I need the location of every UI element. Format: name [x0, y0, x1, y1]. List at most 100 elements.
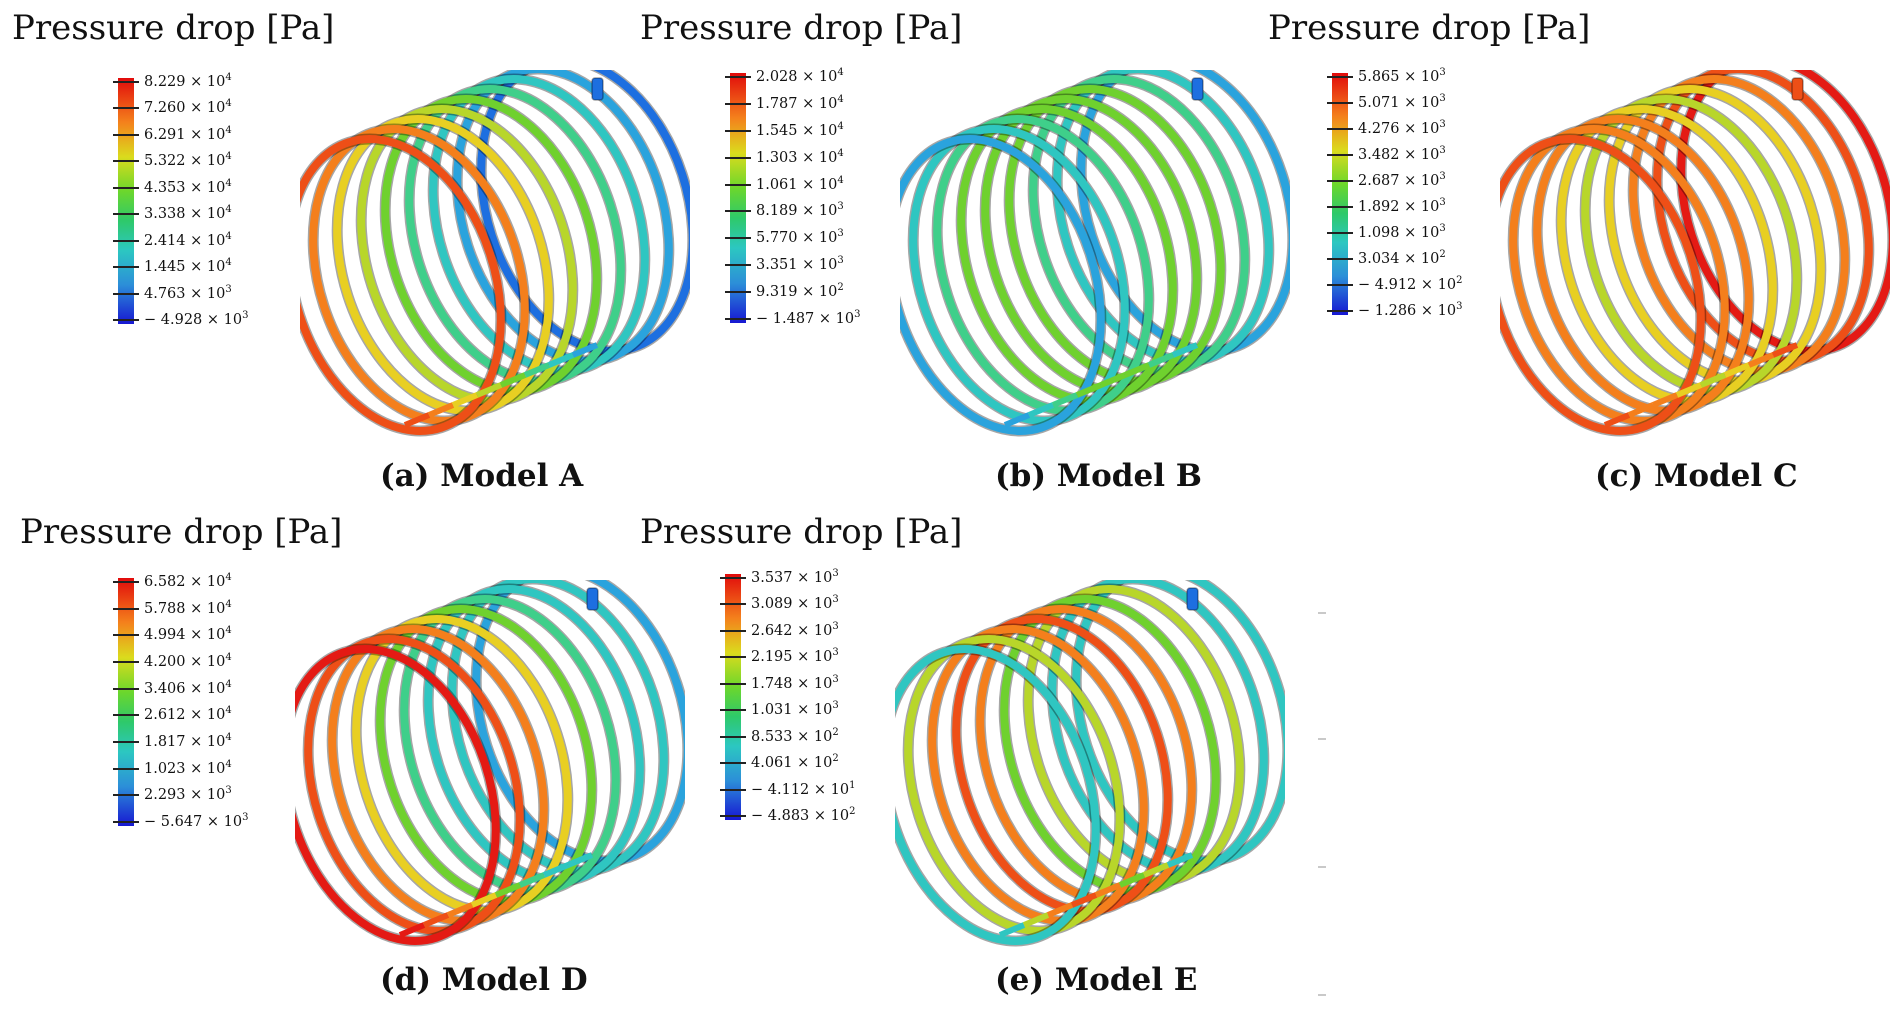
legend-mantissa: 3.482 — [1358, 146, 1400, 163]
legend-tick — [725, 129, 751, 132]
legend-times-ten: × 10 — [202, 813, 243, 830]
coil-connector — [494, 882, 522, 898]
legend-tick — [113, 81, 139, 83]
legend-mantissa: 5.322 — [144, 153, 186, 170]
legend-tick — [113, 687, 139, 690]
legend-exponent: 3 — [854, 309, 861, 320]
coil-connector — [1603, 412, 1631, 428]
legend-times-ten: × 10 — [1399, 146, 1440, 163]
legend-mantissa: 8.533 — [751, 728, 793, 745]
legend-mantissa: − 5.647 — [144, 813, 203, 830]
legend-mantissa: 9.319 — [756, 283, 798, 300]
legend-label: 8.533 × 102 — [751, 727, 839, 745]
legend-exponent: 4 — [837, 93, 844, 105]
caption: (a) Model A — [380, 458, 584, 494]
legend-exponent: 2 — [849, 806, 856, 817]
legend-mantissa: − 1.286 — [1358, 302, 1417, 319]
inlet-pipe — [586, 587, 599, 611]
legend-label: 8.189 × 103 — [756, 201, 844, 219]
legend-mantissa: 3.406 — [144, 680, 186, 697]
legend-tick — [1327, 154, 1353, 156]
legend-exponent: 2 — [837, 282, 844, 294]
coil-connector — [1771, 342, 1799, 358]
coil-connector — [1027, 402, 1055, 418]
legend-tick — [113, 107, 139, 110]
legend-tick — [725, 318, 751, 320]
legend-exponent: 3 — [832, 620, 839, 632]
legend-exponent: 4 — [837, 174, 844, 186]
legend-label: 2.414 × 104 — [144, 231, 232, 249]
legend-times-ten: × 10 — [809, 781, 850, 798]
legend-label: − 4.112 × 101 — [751, 780, 855, 798]
legend-tick — [1327, 76, 1353, 78]
legend-tick — [113, 133, 139, 136]
legend-exponent: 4 — [225, 625, 232, 637]
legend-label: 1.445 × 104 — [144, 257, 232, 275]
legend-tick — [1327, 258, 1353, 260]
legend-times-ten: × 10 — [792, 754, 833, 771]
legend-mantissa: 1.545 — [756, 122, 798, 139]
legend-tick — [113, 160, 139, 163]
legend-times-ten: × 10 — [797, 68, 838, 85]
legend-tick — [113, 581, 139, 583]
legend-times-ten: × 10 — [1399, 250, 1440, 267]
legend-times-ten: × 10 — [792, 569, 833, 586]
legend-mantissa: 3.034 — [1358, 250, 1400, 267]
coil-connector — [1171, 342, 1199, 358]
legend-tick — [725, 102, 751, 105]
legend-times-ten: × 10 — [185, 733, 226, 750]
coil-connector — [446, 902, 474, 918]
legend-exponent: 4 — [225, 732, 232, 743]
legend-times-ten: × 10 — [797, 283, 838, 300]
legend-tick — [113, 319, 139, 321]
legend-exponent: 3 — [1439, 145, 1446, 156]
legend-label: 1.061 × 104 — [756, 175, 844, 193]
legend-label: 1.892 × 103 — [1358, 197, 1446, 215]
legend-exponent: 4 — [837, 67, 844, 78]
coil-connector — [523, 362, 551, 378]
legend-tick — [725, 291, 751, 294]
panel-title: Pressure drop [Pa] — [1268, 8, 1591, 48]
coil-model-d — [295, 580, 685, 947]
legend-tick — [113, 767, 139, 770]
legend-exponent: 3 — [837, 201, 844, 213]
legend-times-ten: × 10 — [797, 257, 838, 274]
legend-exponent: 4 — [225, 72, 232, 83]
coil-connector — [427, 402, 455, 418]
colorbar — [118, 578, 134, 826]
legend-label: 3.034 × 102 — [1358, 249, 1446, 267]
legend-label: 3.338 × 104 — [144, 204, 232, 222]
legend-mantissa: 2.642 — [751, 622, 793, 639]
coil-connector — [547, 352, 575, 368]
legend-label: 2.612 × 104 — [144, 705, 232, 723]
legend-exponent: 4 — [225, 758, 232, 770]
legend-times-ten: × 10 — [792, 702, 833, 719]
legend-times-ten: × 10 — [185, 73, 226, 90]
legend-tick — [720, 629, 746, 632]
legend-times-ten: × 10 — [797, 176, 838, 193]
legend-mantissa: 2.414 — [144, 232, 186, 249]
coil-connector — [1747, 352, 1775, 368]
legend-mantissa: − 4.112 — [751, 781, 810, 798]
legend-label: 3.089 × 103 — [751, 594, 839, 612]
legend-times-ten: × 10 — [1399, 120, 1440, 137]
legend-mantissa: − 4.928 — [144, 311, 203, 328]
legend-exponent: 2 — [832, 753, 839, 765]
coil-connector — [998, 922, 1026, 938]
legend-mantissa: 2.687 — [1358, 172, 1400, 189]
legend-label: 5.865 × 103 — [1358, 67, 1446, 85]
legend-label: 7.260 × 104 — [144, 98, 232, 116]
legend-tick — [725, 264, 751, 267]
legend-mantissa: 4.061 — [751, 754, 793, 771]
coil-connector — [398, 922, 426, 938]
legend-exponent: 3 — [1439, 171, 1446, 182]
legend-label: 2.195 × 103 — [751, 647, 839, 665]
coil-connector — [1651, 392, 1679, 408]
inlet-pipe — [591, 77, 604, 101]
legend-tick — [1327, 180, 1353, 182]
legend-label: 3.406 × 104 — [144, 679, 232, 697]
legend-exponent: 4 — [225, 572, 232, 583]
legend-times-ten: × 10 — [185, 179, 226, 196]
legend-mantissa: − 1.487 — [756, 310, 815, 327]
coil-connector — [1142, 862, 1170, 878]
